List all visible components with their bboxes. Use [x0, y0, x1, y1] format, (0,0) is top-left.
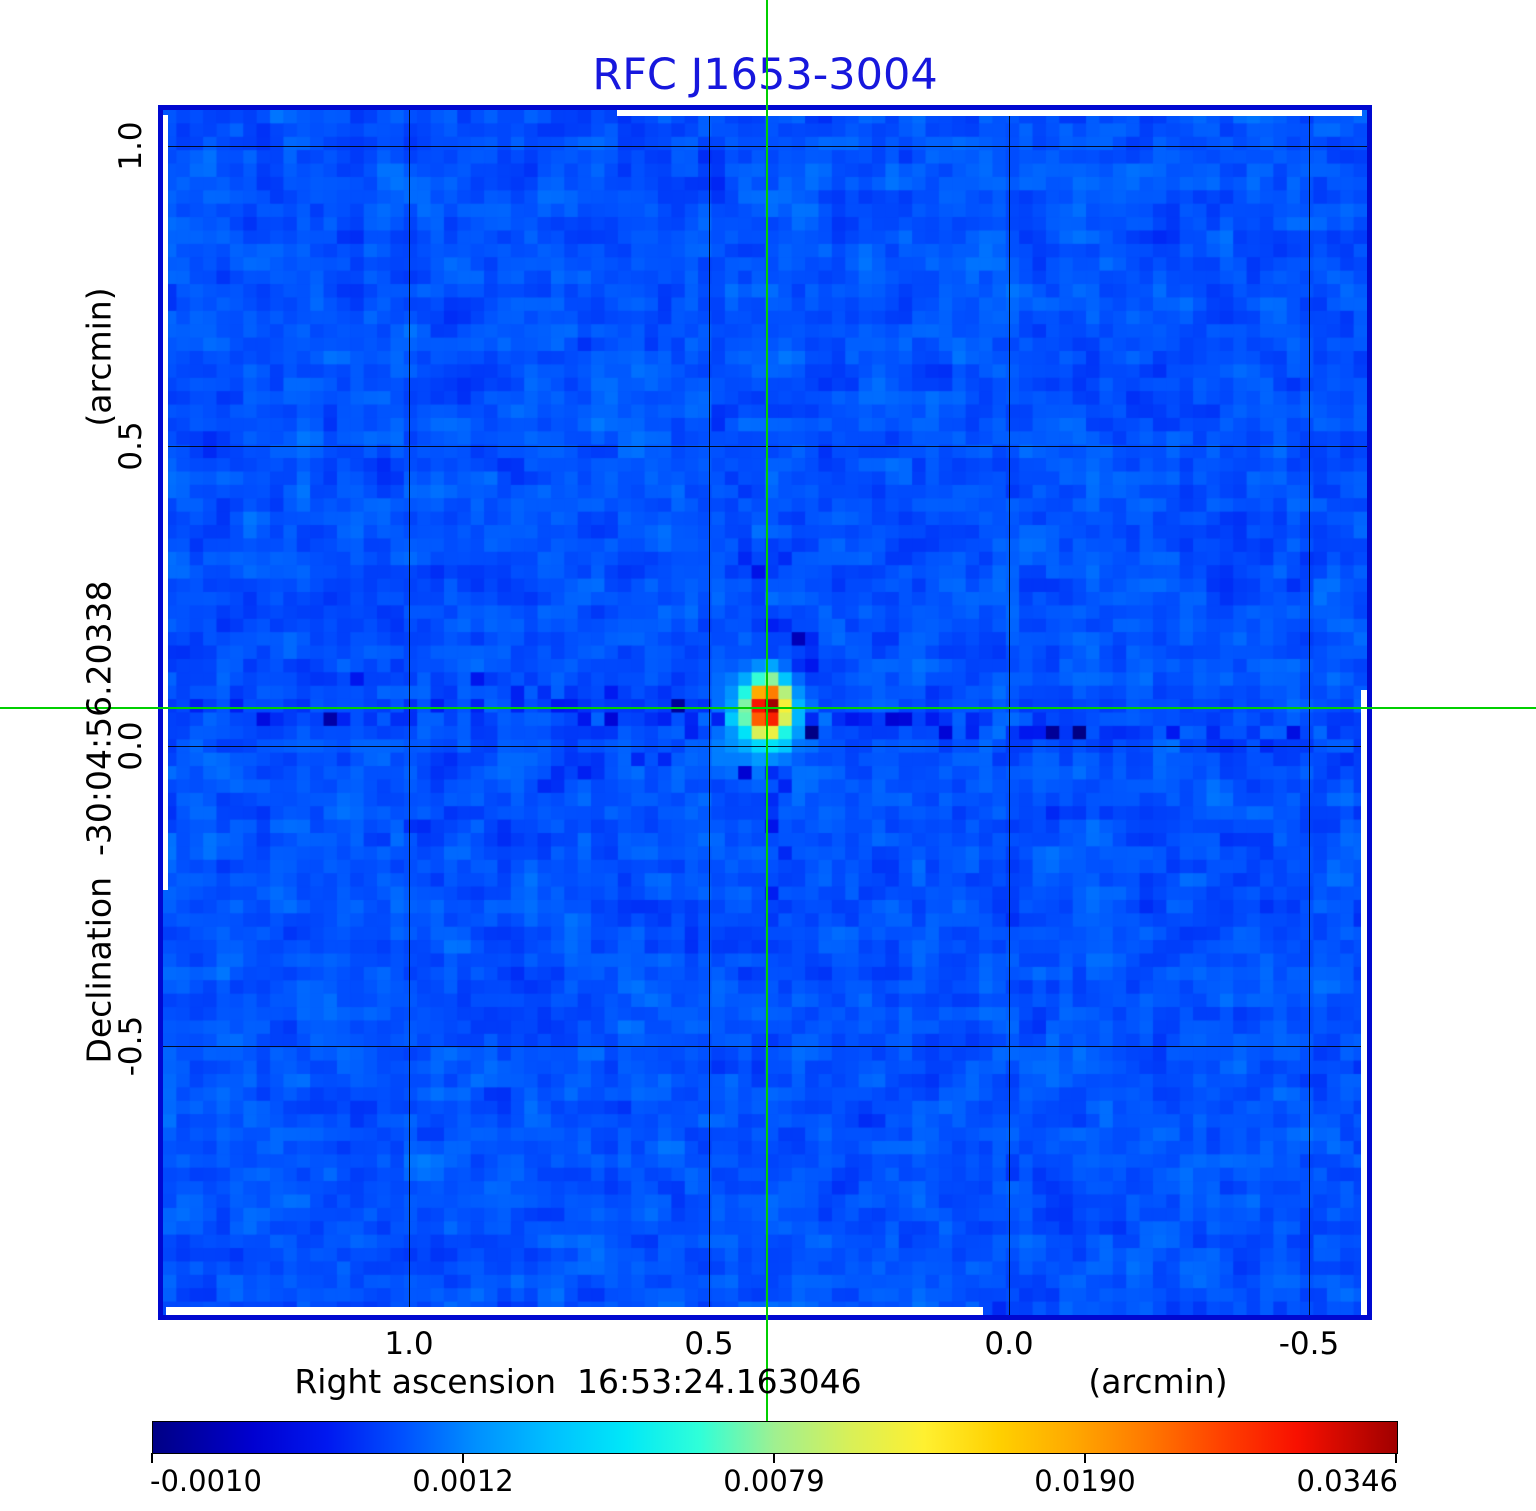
x-tick-label: 0.0	[984, 1326, 1034, 1362]
colorbar-tick	[151, 1453, 153, 1463]
map-edge-gap-top	[617, 110, 1362, 116]
y-axis-unit: (arcmin)	[79, 287, 119, 427]
colorbar-tick	[1395, 1453, 1397, 1463]
gridline-vertical	[409, 110, 410, 1315]
sky-map-frame	[158, 105, 1372, 1320]
x-tick-label: 1.0	[384, 1326, 434, 1362]
colorbar-tick-label: -0.0010	[150, 1464, 262, 1498]
colorbar-tick	[1084, 1453, 1086, 1463]
crosshair-vertical-line	[766, 0, 768, 1421]
colorbar-tick	[462, 1453, 464, 1463]
gridline-vertical	[709, 110, 710, 1315]
gridline-horizontal	[163, 746, 1367, 747]
y-tick-label: 1.0	[113, 121, 149, 171]
crosshair-horizontal-line	[0, 707, 1536, 709]
y-tick-label: -0.5	[113, 1015, 149, 1077]
sky-map	[163, 110, 1367, 1315]
map-edge-gap-right	[1361, 690, 1367, 1315]
gridline-vertical	[1309, 110, 1310, 1315]
y-tick-label: 0.0	[113, 721, 149, 771]
colorbar-tick	[773, 1453, 775, 1463]
gridline-horizontal	[163, 146, 1367, 147]
x-axis-unit: (arcmin)	[1088, 1362, 1228, 1401]
map-edge-gap-bottom	[166, 1307, 983, 1315]
y-tick-label: 0.5	[113, 421, 149, 471]
colorbar	[152, 1421, 1398, 1454]
gridline-horizontal	[163, 1046, 1367, 1047]
colorbar-tick-label: 0.0346	[1296, 1464, 1398, 1498]
colorbar-tick-label: 0.0190	[1034, 1464, 1136, 1498]
y-axis-title: Declination -30:04:56.20338	[79, 580, 119, 1064]
x-axis-title: Right ascension 16:53:24.163046	[294, 1362, 862, 1401]
x-tick-label: 0.5	[684, 1326, 734, 1362]
sky-map-canvas	[163, 110, 1367, 1315]
x-tick-label: -0.5	[1278, 1326, 1340, 1362]
gridline-vertical	[1009, 110, 1010, 1315]
colorbar-tick-label: 0.0079	[723, 1464, 825, 1498]
gridline-horizontal	[163, 446, 1367, 447]
plot-title: RFC J1653-3004	[592, 50, 938, 100]
colorbar-tick-label: 0.0012	[412, 1464, 514, 1498]
map-edge-gap-left	[163, 115, 168, 890]
